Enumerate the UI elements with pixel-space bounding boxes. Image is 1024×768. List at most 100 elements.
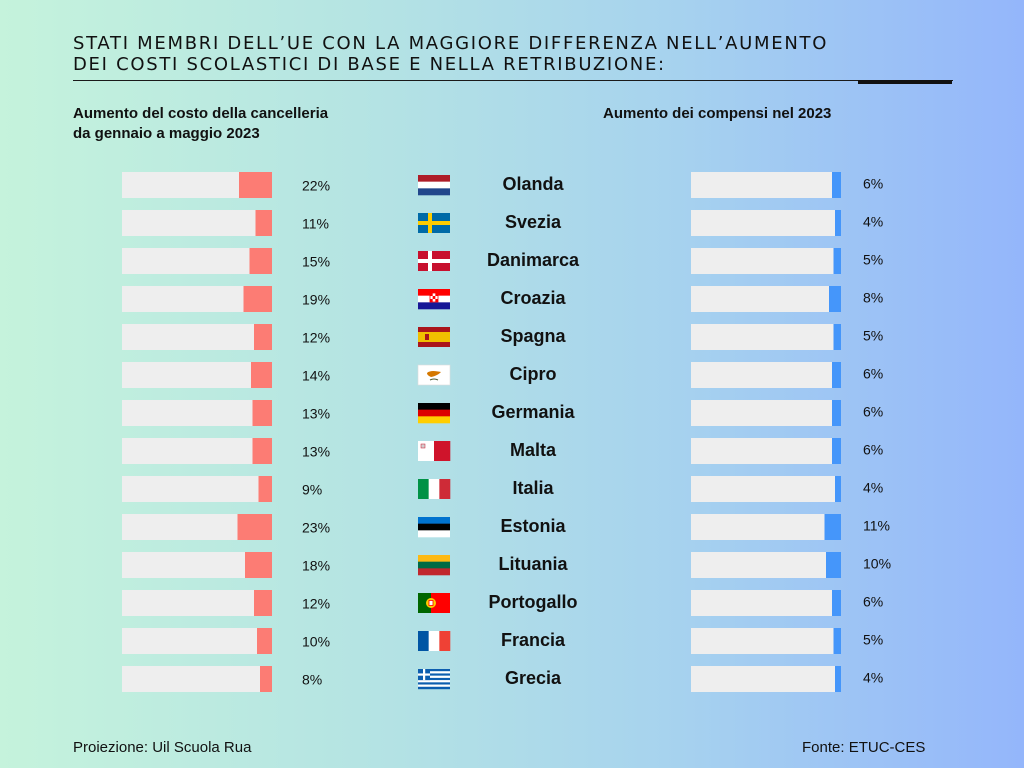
salary-value-label: 5% [863, 252, 883, 268]
stationery-bar [252, 438, 272, 464]
salary-value-label: 4% [863, 670, 883, 686]
flag-spain-icon [418, 327, 450, 347]
country-label: Portogallo [489, 592, 578, 612]
flag-portugal-icon [418, 593, 450, 613]
chart-title-line-1: STATI MEMBRI DELL’UE CON LA MAGGIORE DIF… [73, 33, 829, 54]
country-label: Germania [491, 402, 575, 422]
chart-title-line-2: DEI COSTI SCOLASTICI DI BASE E NELLA RET… [73, 54, 666, 75]
country-label: Malta [510, 440, 557, 460]
stationery-value-label: 10% [302, 634, 330, 650]
salary-bar [833, 628, 841, 654]
salary-value-label: 8% [863, 290, 883, 306]
stationery-bar [249, 248, 272, 274]
stationery-bar [245, 552, 272, 578]
salary-bar [826, 552, 841, 578]
stationery-value-label: 14% [302, 368, 330, 384]
salary-value-label: 4% [863, 214, 883, 230]
chart-title: STATI MEMBRI DELL’UE CON LA MAGGIORE DIF… [73, 33, 873, 75]
salary-bar-track [691, 438, 841, 464]
country-label: Cipro [510, 364, 557, 384]
country-label: Croazia [500, 288, 566, 308]
stationery-bar-track [122, 248, 272, 274]
stationery-value-label: 13% [302, 444, 330, 460]
stationery-value-label: 15% [302, 254, 330, 270]
salary-bar [832, 172, 841, 198]
flag-greece-icon [418, 669, 450, 690]
title-divider-accent [858, 80, 952, 84]
country-label: Italia [512, 478, 554, 498]
stationery-bar [258, 476, 272, 502]
salary-bar [832, 400, 841, 426]
salary-value-label: 10% [863, 556, 891, 572]
salary-bar [832, 590, 841, 616]
salary-value-label: 4% [863, 480, 883, 496]
country-label: Lituania [498, 554, 568, 574]
salary-bar [829, 286, 841, 312]
salary-column-header: Aumento dei compensi nel 2023 [603, 105, 832, 122]
flag-netherlands-icon [418, 175, 450, 196]
stationery-bar-track [122, 400, 272, 426]
salary-bar-track [691, 400, 841, 426]
stationery-value-label: 12% [302, 596, 330, 612]
salary-value-label: 5% [863, 632, 883, 648]
stationery-bar-track [122, 438, 272, 464]
salary-bar-track [691, 286, 841, 312]
stationery-value-label: 22% [302, 178, 330, 194]
salary-value-label: 5% [863, 328, 883, 344]
stationery-value-label: 12% [302, 330, 330, 346]
flag-germany-icon [418, 403, 450, 424]
salary-value-label: 11% [863, 518, 890, 534]
salary-bar-track [691, 666, 841, 692]
stationery-bar [254, 324, 272, 350]
stationery-header-line-1: Aumento del costo della cancelleria [73, 105, 329, 122]
salary-bar [835, 666, 841, 692]
salary-value-label: 6% [863, 176, 883, 192]
flag-denmark-icon [418, 251, 450, 271]
salary-bar-track [691, 324, 841, 350]
stationery-bar [252, 400, 272, 426]
salary-bar-track [691, 552, 841, 578]
salary-value-label: 6% [863, 366, 883, 382]
salary-value-label: 6% [863, 404, 883, 420]
stationery-bar [237, 514, 272, 540]
stationery-bar-track [122, 628, 272, 654]
flag-estonia-icon [418, 517, 450, 538]
country-label: Danimarca [487, 250, 580, 270]
stationery-bar [251, 362, 272, 388]
salary-bar [835, 476, 841, 502]
salary-bar [832, 438, 841, 464]
salary-value-label: 6% [863, 442, 883, 458]
country-label: Grecia [505, 668, 562, 688]
stationery-bar [243, 286, 272, 312]
stationery-bar [239, 172, 272, 198]
flag-cyprus-icon [417, 364, 451, 386]
stationery-value-label: 18% [302, 558, 330, 574]
salary-bar-track [691, 210, 841, 236]
stationery-bar-track [122, 476, 272, 502]
salary-bar [824, 514, 841, 540]
stationery-bar-track [122, 362, 272, 388]
stationery-bar [254, 590, 272, 616]
stationery-bar [257, 628, 272, 654]
stationery-value-label: 8% [302, 672, 322, 688]
stationery-value-label: 19% [302, 292, 330, 308]
stationery-bar [260, 666, 272, 692]
flag-malta-icon [418, 441, 451, 461]
title-divider [73, 80, 953, 81]
salary-bar-track [691, 476, 841, 502]
flag-france-icon [418, 631, 451, 651]
stationery-bar-track [122, 210, 272, 236]
country-label: Estonia [500, 516, 566, 536]
country-label: Svezia [505, 212, 562, 232]
flag-sweden-icon [418, 213, 450, 233]
flag-lithuania-icon [418, 555, 450, 576]
salary-bar-track [691, 248, 841, 274]
stationery-value-label: 9% [302, 482, 322, 498]
salary-bar-track [691, 514, 841, 540]
flag-croatia-icon [418, 289, 450, 310]
stationery-bar [255, 210, 272, 236]
stationery-bar-track [122, 324, 272, 350]
stationery-value-label: 23% [302, 520, 330, 536]
salary-bar-track [691, 628, 841, 654]
salary-bar-track [691, 362, 841, 388]
